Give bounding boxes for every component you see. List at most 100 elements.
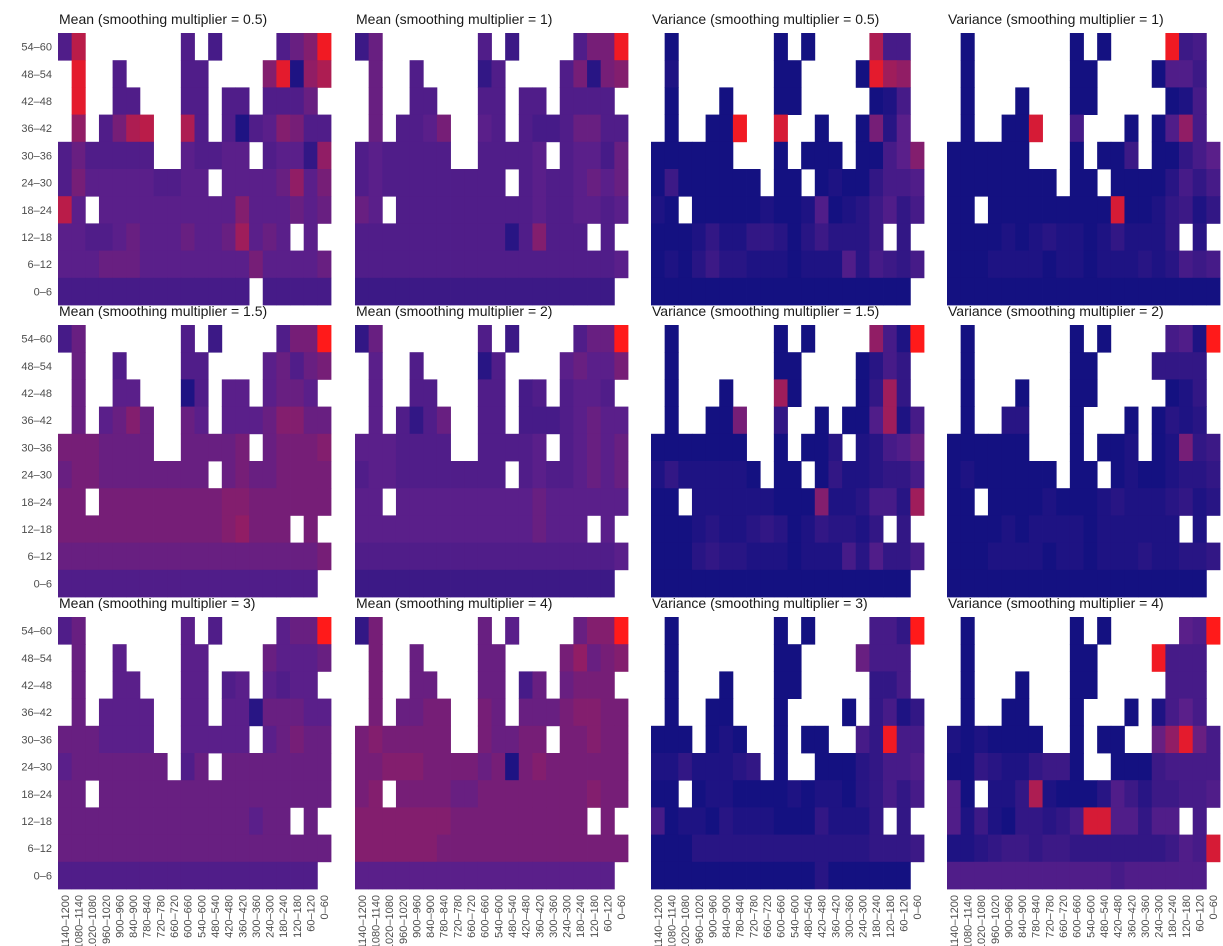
heatmap-cell [355,325,370,353]
heatmap-cell [423,569,438,598]
heatmap-cell [614,352,629,380]
heatmap-cell [1206,325,1221,353]
heatmap-cell [303,644,318,672]
heatmap-cell [221,725,236,754]
heatmap-cell [1015,114,1030,143]
heatmap-cell [262,753,277,781]
heatmap-cell [1083,223,1098,251]
heatmap-cell [1056,488,1071,516]
heatmap-cell [303,379,318,407]
heatmap-cell [960,753,975,781]
heatmap-cell [1015,488,1030,516]
heatmap-cell [1165,780,1180,808]
heatmap-cell [518,169,533,197]
heatmap-cell [869,169,884,197]
heatmap-cell [368,114,383,143]
heatmap-cell [98,753,113,781]
heatmap-cell [180,834,195,863]
heatmap-cell [587,325,602,353]
heatmap-cell [368,433,383,462]
heatmap-cell [587,542,602,571]
heatmap-cell [303,169,318,197]
y-tick-label: 18–24 [21,497,52,509]
heatmap-cell [883,698,898,727]
heatmap-cell [1151,433,1166,462]
heatmap-cell [1179,60,1194,88]
heatmap-cell [587,87,602,115]
heatmap-cell [600,488,615,516]
heatmap-cell [180,780,195,808]
heatmap-cell [112,488,127,516]
heatmap-cell [1124,780,1139,808]
heatmap-cell [600,725,615,754]
heatmap-cell [573,277,588,306]
heatmap-cell [600,250,615,279]
y-tick-label: 0–6 [34,286,52,298]
heatmap-cell [167,223,182,251]
heatmap-cell [262,698,277,727]
heatmap-cell [1042,861,1057,890]
heatmap-cell [559,277,574,306]
heatmap-cell [947,725,962,754]
heatmap-cell [910,698,925,727]
heatmap-cell [1138,169,1153,197]
heatmap-cell [112,141,127,170]
y-tick-label: 12–18 [21,816,52,828]
heatmap-cell [436,807,451,835]
heatmap-cell [409,515,424,543]
heatmap-cell [368,725,383,754]
heatmap-cell [139,515,154,543]
heatmap-cell [1206,196,1221,224]
heatmap-cell [262,671,277,699]
heatmap-cell [855,406,870,435]
heatmap-cell [559,569,574,598]
heatmap-cell [208,807,223,835]
heatmap-cell [814,406,829,435]
heatmap-cell [1179,114,1194,143]
heatmap-cell [395,141,410,170]
heatmap-cell [910,725,925,754]
heatmap-cell [1042,223,1057,251]
x-tick-label: 540–600 [196,895,208,938]
heatmap-cell [855,834,870,863]
heatmap-cell [505,515,520,543]
heatmap-cell [518,250,533,279]
y-tick-label: 36–42 [21,707,52,719]
heatmap-cell [317,725,332,754]
heatmap-cell [987,277,1002,306]
heatmap-cell [85,515,100,543]
heatmap-cell [423,753,438,781]
heatmap-cell [705,114,720,143]
heatmap-cell [587,861,602,890]
heatmap-cell [705,169,720,197]
heatmap-cell [395,834,410,863]
heatmap-cell [773,515,788,543]
heatmap-cell [678,542,693,571]
heatmap-cell [505,725,520,754]
heatmap-cell [801,542,816,571]
heatmap-cell [355,33,370,61]
heatmap-cell [235,834,250,863]
heatmap-cell [423,196,438,224]
heatmap-cell [477,223,492,251]
heatmap-cell [276,114,291,143]
heatmap-cell [614,488,629,516]
heatmap-cell [814,141,829,170]
heatmap-cell [518,488,533,516]
heatmap-cell [368,644,383,672]
x-tick-label: 960–1020 [694,895,706,944]
heatmap-cell [947,834,962,863]
heatmap-cell [760,277,775,306]
heatmap-cell [664,250,679,279]
heatmap-cell [303,433,318,462]
heatmap-cell [746,569,761,598]
heatmap-cell [194,169,209,197]
y-tick-label: 6–12 [28,843,52,855]
heatmap-cell [1001,861,1016,890]
heatmap-cell [450,780,465,808]
heatmap-cell [974,569,989,598]
heatmap-cell [112,250,127,279]
heatmap-cell [746,277,761,306]
heatmap-cell [559,169,574,197]
heatmap-cell [960,834,975,863]
